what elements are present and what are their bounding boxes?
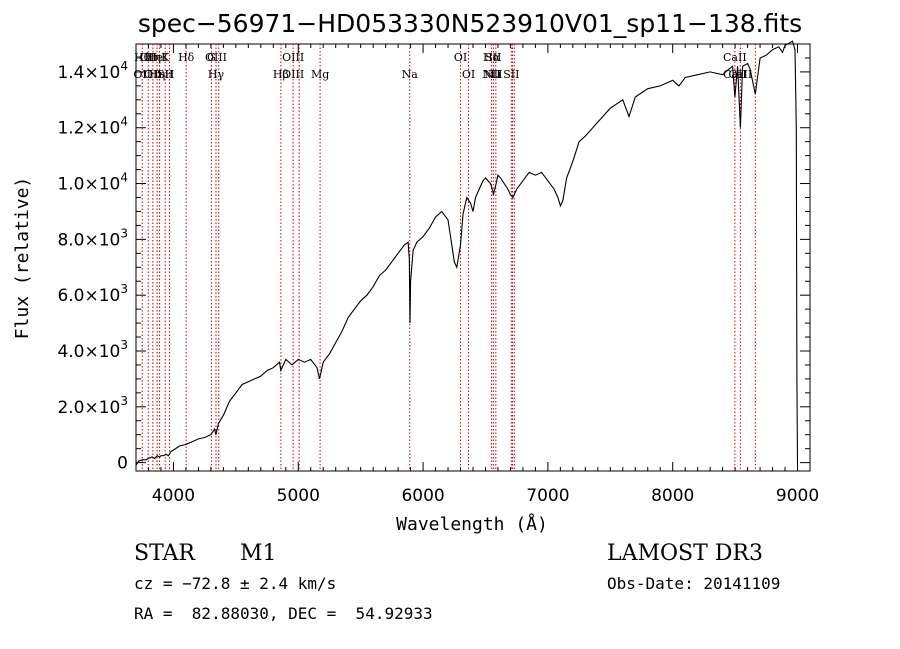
y-tick-label-base: 1.4×10 <box>57 63 120 83</box>
x-axis-label: Wavelength (Å) <box>396 513 548 535</box>
survey-name: LAMOST DR3 <box>607 541 763 566</box>
line-markers <box>141 44 756 471</box>
y-tick-label-base: 4.0×10 <box>57 342 120 362</box>
line-marker-label: Na <box>402 68 419 81</box>
line-marker-label: Hη <box>145 51 161 64</box>
line-marker-label: K <box>161 51 170 64</box>
y-tick-label-exponent: 4 <box>120 115 128 129</box>
line-marker-label: SII <box>157 68 173 81</box>
x-axis-ticks: 4000 5000 6000 7000 8000 9000 <box>147 44 819 506</box>
y-tick-label-exponent: 4 <box>120 59 128 73</box>
line-marker-label: SII <box>485 51 501 64</box>
line-marker-label: G <box>207 51 216 64</box>
x-tick-label: 5000 <box>277 486 320 506</box>
y-tick-label-base: 2.0×10 <box>57 398 120 418</box>
line-marker-label: CaII <box>723 51 747 64</box>
line-marker-label: OIII <box>282 68 304 81</box>
y-tick-label-exponent: 3 <box>120 394 128 408</box>
line-marker-label: HeI <box>147 51 167 64</box>
y-axis-label: Flux (relative) <box>12 177 33 340</box>
line-marker-label: Hα <box>483 51 501 64</box>
line-marker-label: OII <box>144 68 162 81</box>
line-marker-label: Li <box>490 68 501 81</box>
y-axis-ticks: 02.0×1034.0×1036.0×1038.0×1031.0×1041.2×… <box>57 57 810 474</box>
object-class: STAR <box>134 541 196 566</box>
line-marker-label: Hδ <box>178 51 195 64</box>
line-marker-label: CaII <box>723 68 747 81</box>
line-marker-label: SII <box>503 68 519 81</box>
x-tick-label: 9000 <box>776 486 819 506</box>
y-tick-label-base: 1.0×10 <box>57 175 120 195</box>
line-marker-label: NII <box>482 68 500 81</box>
line-marker-label: Hη <box>149 68 165 81</box>
redshift-value: cz = −72.8 ± 2.4 km/s <box>134 574 336 593</box>
plot-frame <box>135 43 811 472</box>
line-marker-label: CaII <box>729 68 753 81</box>
y-tick-label-exponent: 4 <box>120 171 128 185</box>
y-tick-label: 1.0×104 <box>57 171 128 195</box>
spectrum-line <box>135 40 799 466</box>
line-marker-label: OI <box>454 51 467 64</box>
y-tick-label-exponent: 3 <box>120 338 128 352</box>
coordinates: RA = 82.88030, DEC = 54.92933 <box>134 604 433 623</box>
line-marker-label: Hγ <box>208 68 225 81</box>
x-tick-label: 6000 <box>401 486 444 506</box>
line-marker-label: NII <box>484 68 502 81</box>
x-tick-label: 4000 <box>152 486 195 506</box>
y-tick-label: 6.0×103 <box>57 282 128 306</box>
line-marker-label: OIII <box>205 51 227 64</box>
y-tick-label: 4.0×103 <box>57 338 128 362</box>
x-tick-label: 8000 <box>651 486 694 506</box>
y-tick-label-base: 8.0×10 <box>57 230 120 250</box>
y-tick-label-base: 1.2×10 <box>57 119 120 139</box>
object-subclass: M1 <box>240 541 277 566</box>
y-tick-label-exponent: 3 <box>120 282 128 296</box>
line-marker-label: OI <box>462 68 475 81</box>
y-tick-label: 1.2×104 <box>57 115 128 139</box>
y-tick-label: 8.0×103 <box>57 226 128 250</box>
line-marker-label: H <box>165 68 175 81</box>
y-tick-label: 1.4×104 <box>57 59 128 83</box>
y-tick-label-base: 6.0×10 <box>57 286 120 306</box>
line-marker-label: Mg <box>311 68 329 81</box>
line-marker-label: OII <box>133 68 151 81</box>
line-marker-label: OIII <box>282 51 304 64</box>
line-marker-label: Hθ <box>134 51 151 64</box>
x-tick-label: 7000 <box>526 486 569 506</box>
y-tick-label: 2.0×103 <box>57 394 128 418</box>
y-tick-label-exponent: 3 <box>120 226 128 240</box>
obs-date: Obs-Date: 20141109 <box>607 574 780 593</box>
chart-title: spec−56971−HD053330N523910V01_sp11−138.f… <box>138 9 802 38</box>
line-marker-label: OII <box>139 51 157 64</box>
y-tick-label-base: 0 <box>117 454 128 474</box>
line-marker-label: Hβ <box>273 68 289 81</box>
y-tick-label: 0 <box>117 454 128 474</box>
